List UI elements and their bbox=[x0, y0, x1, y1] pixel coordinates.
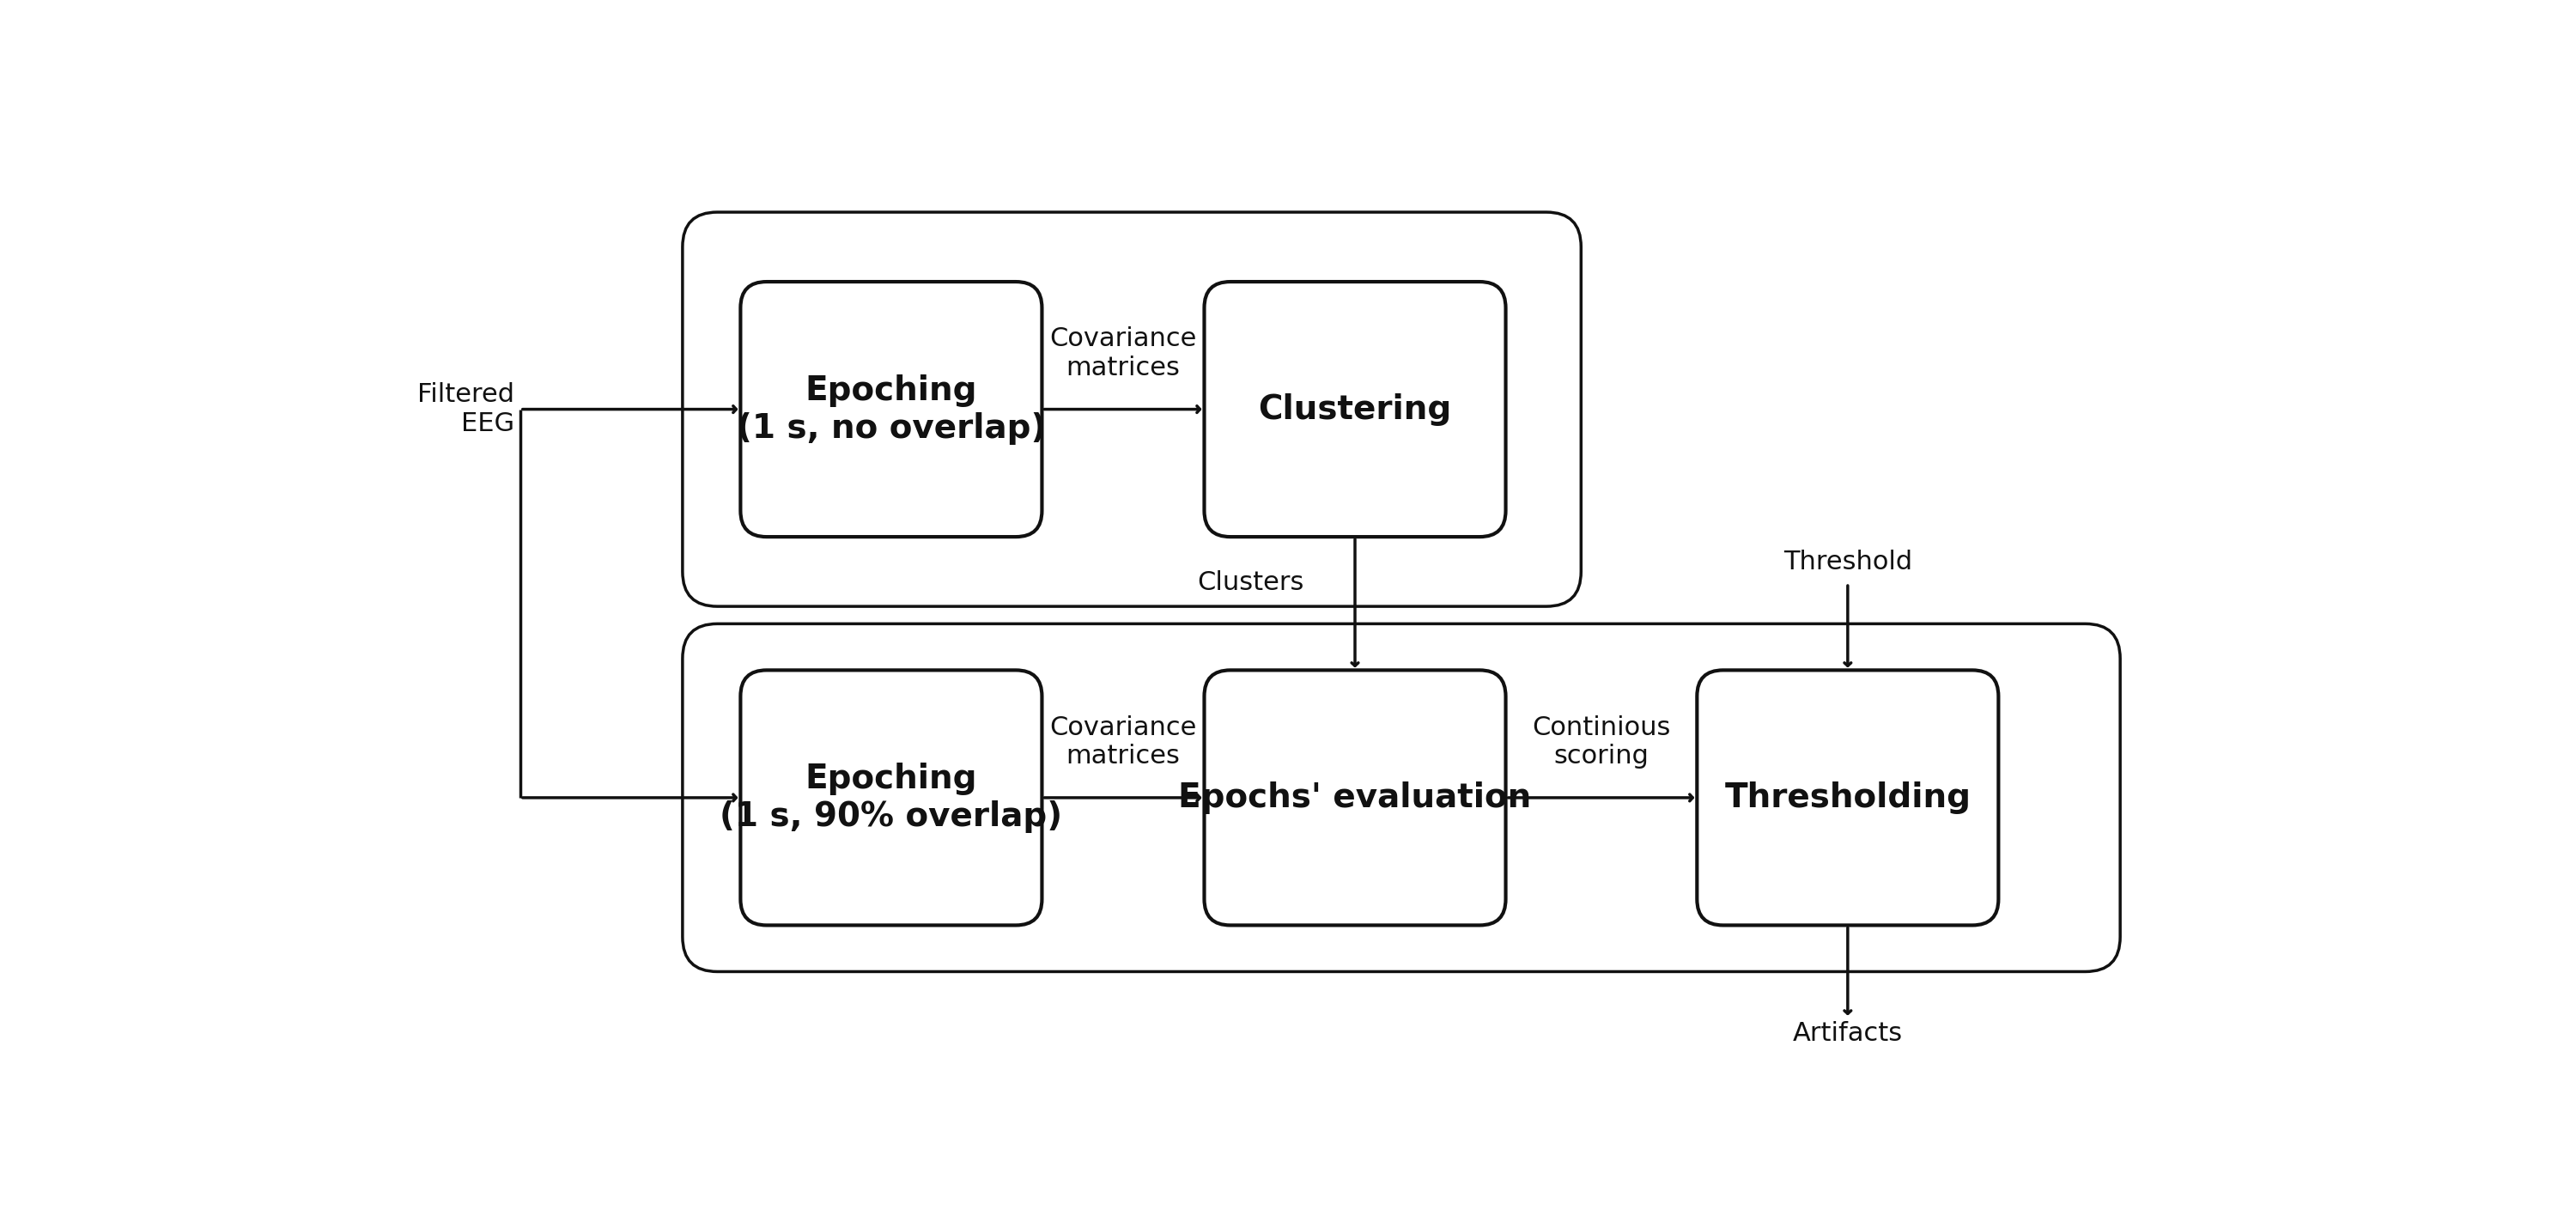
Text: Artifacts: Artifacts bbox=[1793, 1020, 1904, 1046]
Text: Thresholding: Thresholding bbox=[1723, 781, 1971, 814]
Text: Covariance
matrices: Covariance matrices bbox=[1048, 715, 1198, 769]
Text: Epoching
(1 s, no overlap): Epoching (1 s, no overlap) bbox=[737, 374, 1046, 445]
FancyBboxPatch shape bbox=[739, 282, 1041, 536]
FancyBboxPatch shape bbox=[1203, 670, 1507, 925]
Text: Covariance
matrices: Covariance matrices bbox=[1048, 326, 1198, 380]
Text: Epochs' evaluation: Epochs' evaluation bbox=[1177, 781, 1533, 814]
Text: Clustering: Clustering bbox=[1257, 393, 1453, 425]
FancyBboxPatch shape bbox=[683, 623, 2120, 971]
Text: Threshold: Threshold bbox=[1783, 550, 1911, 574]
FancyBboxPatch shape bbox=[1698, 670, 1999, 925]
FancyBboxPatch shape bbox=[739, 670, 1041, 925]
Text: Continious
scoring: Continious scoring bbox=[1533, 715, 1672, 769]
Text: Clusters: Clusters bbox=[1198, 569, 1303, 595]
FancyBboxPatch shape bbox=[683, 213, 1582, 606]
FancyBboxPatch shape bbox=[1203, 282, 1507, 536]
Text: Filtered
EEG: Filtered EEG bbox=[417, 382, 515, 436]
Text: Epoching
(1 s, 90% overlap): Epoching (1 s, 90% overlap) bbox=[719, 763, 1061, 833]
